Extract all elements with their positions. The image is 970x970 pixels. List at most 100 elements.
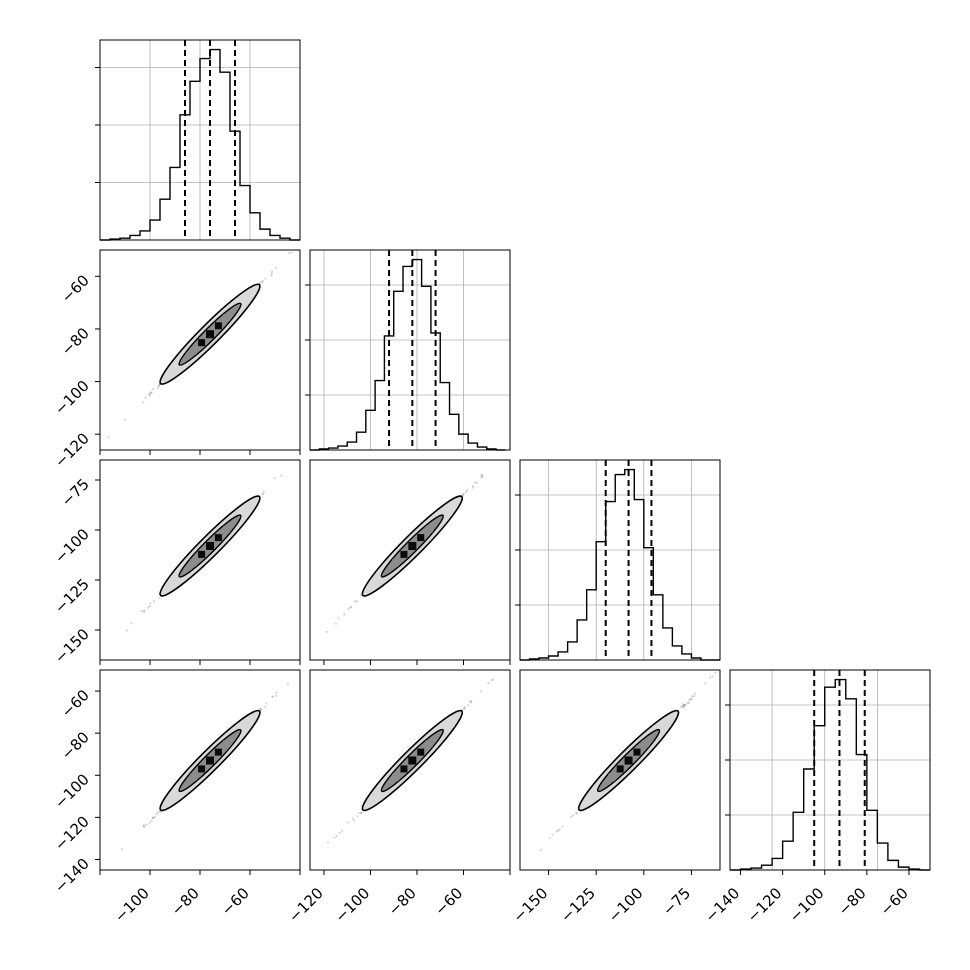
- scatter-point: [682, 704, 685, 708]
- scatter-point: [333, 836, 336, 839]
- y-tick-label: −120: [51, 429, 93, 471]
- scatter-point: [469, 701, 473, 704]
- scatter-point: [690, 695, 694, 698]
- scatter-point: [708, 676, 712, 679]
- density-block: [214, 748, 222, 756]
- scatter-point: [351, 817, 354, 820]
- scatter-point: [325, 630, 328, 633]
- axes-frame: [309, 459, 511, 661]
- density-block: [214, 322, 222, 330]
- scatter-point: [464, 490, 468, 493]
- density-block: [408, 756, 417, 765]
- x-tick-label: −120: [285, 884, 327, 926]
- scatter-point: [271, 695, 274, 698]
- histogram-step: [730, 678, 930, 871]
- scatter-point: [143, 609, 146, 612]
- density-block: [189, 347, 197, 355]
- scatter-point: [487, 682, 490, 685]
- scatter-point: [683, 704, 686, 707]
- scatter-point: [479, 690, 483, 693]
- scatter-point: [259, 708, 263, 711]
- scatter-point: [575, 811, 578, 814]
- scatter-point: [270, 272, 273, 275]
- scatter-point: [692, 695, 696, 698]
- scatter-point: [261, 281, 264, 284]
- scatter-point: [462, 493, 465, 496]
- x-tick-label: −100: [111, 884, 153, 926]
- scatter-point: [356, 815, 359, 818]
- scatter-point: [571, 814, 575, 817]
- scatter-point: [145, 823, 148, 826]
- histogram-0: [95, 39, 301, 241]
- scatter-point: [326, 841, 330, 844]
- scatter-point: [149, 602, 152, 605]
- scatter-point: [347, 607, 350, 611]
- scatter-point: [286, 683, 289, 686]
- scatter-point: [684, 703, 687, 706]
- scatter-point: [558, 828, 561, 831]
- y-tick-label: −100: [51, 770, 93, 812]
- density-block: [417, 534, 425, 542]
- density-block: [189, 559, 197, 567]
- scatter-point: [555, 830, 558, 833]
- scatter-point: [261, 492, 265, 495]
- density-block: [633, 748, 641, 756]
- density-block: [392, 773, 400, 781]
- axes-frame: [519, 669, 721, 871]
- x-tick-label: −100: [786, 884, 828, 926]
- scatter-point: [273, 477, 276, 480]
- scatter-point: [144, 396, 147, 399]
- scatter-point: [466, 488, 469, 491]
- scatter-point: [259, 707, 262, 710]
- scatter-point: [704, 682, 707, 685]
- scatter-point: [259, 708, 262, 711]
- scatter-point: [475, 481, 478, 484]
- scatter-point: [349, 606, 352, 609]
- scatter-point: [274, 266, 277, 269]
- density-block: [223, 313, 231, 321]
- scatter-point: [142, 401, 145, 404]
- density-block: [189, 773, 197, 781]
- density-block: [608, 773, 616, 781]
- x-tick-label: −150: [510, 884, 552, 926]
- y-tick-label: −60: [58, 271, 93, 306]
- scatter-point: [130, 622, 133, 625]
- density-block: [214, 534, 222, 542]
- histogram-step: [100, 48, 300, 241]
- scatter-point: [261, 279, 264, 283]
- scatter-point: [152, 600, 155, 603]
- scatter-point: [142, 824, 145, 827]
- scatter-point: [150, 391, 153, 394]
- scatter-point: [151, 816, 154, 819]
- density-block: [223, 740, 231, 748]
- scatter-point: [148, 392, 151, 395]
- scatter-point: [147, 606, 150, 609]
- scatter-point: [338, 832, 341, 835]
- scatter-point: [480, 473, 483, 476]
- pair-panel-2-0: [99, 459, 301, 665]
- scatter-point: [287, 251, 290, 254]
- scatter-point: [142, 825, 146, 828]
- scatter-point: [258, 281, 262, 284]
- density-block: [223, 525, 231, 533]
- scatter-point: [143, 610, 146, 613]
- scatter-point: [275, 691, 278, 694]
- axes-frame: [309, 669, 511, 871]
- scatter-point: [271, 695, 274, 698]
- axes-frame: [519, 459, 721, 661]
- scatter-point: [280, 474, 283, 477]
- scatter-point: [148, 605, 151, 608]
- scatter-point: [686, 702, 689, 705]
- y-tick-label: −80: [58, 324, 93, 359]
- scatter-point: [481, 474, 484, 477]
- scatter-point: [681, 705, 685, 708]
- scatter-point: [148, 393, 151, 396]
- pair-panel-2-1: [309, 459, 511, 665]
- scatter-point: [159, 810, 162, 814]
- scatter-point: [462, 707, 466, 711]
- scatter-point: [681, 703, 684, 706]
- y-tick-label: −150: [51, 625, 93, 667]
- scatter-point: [264, 705, 267, 708]
- scatter-point: [490, 679, 493, 682]
